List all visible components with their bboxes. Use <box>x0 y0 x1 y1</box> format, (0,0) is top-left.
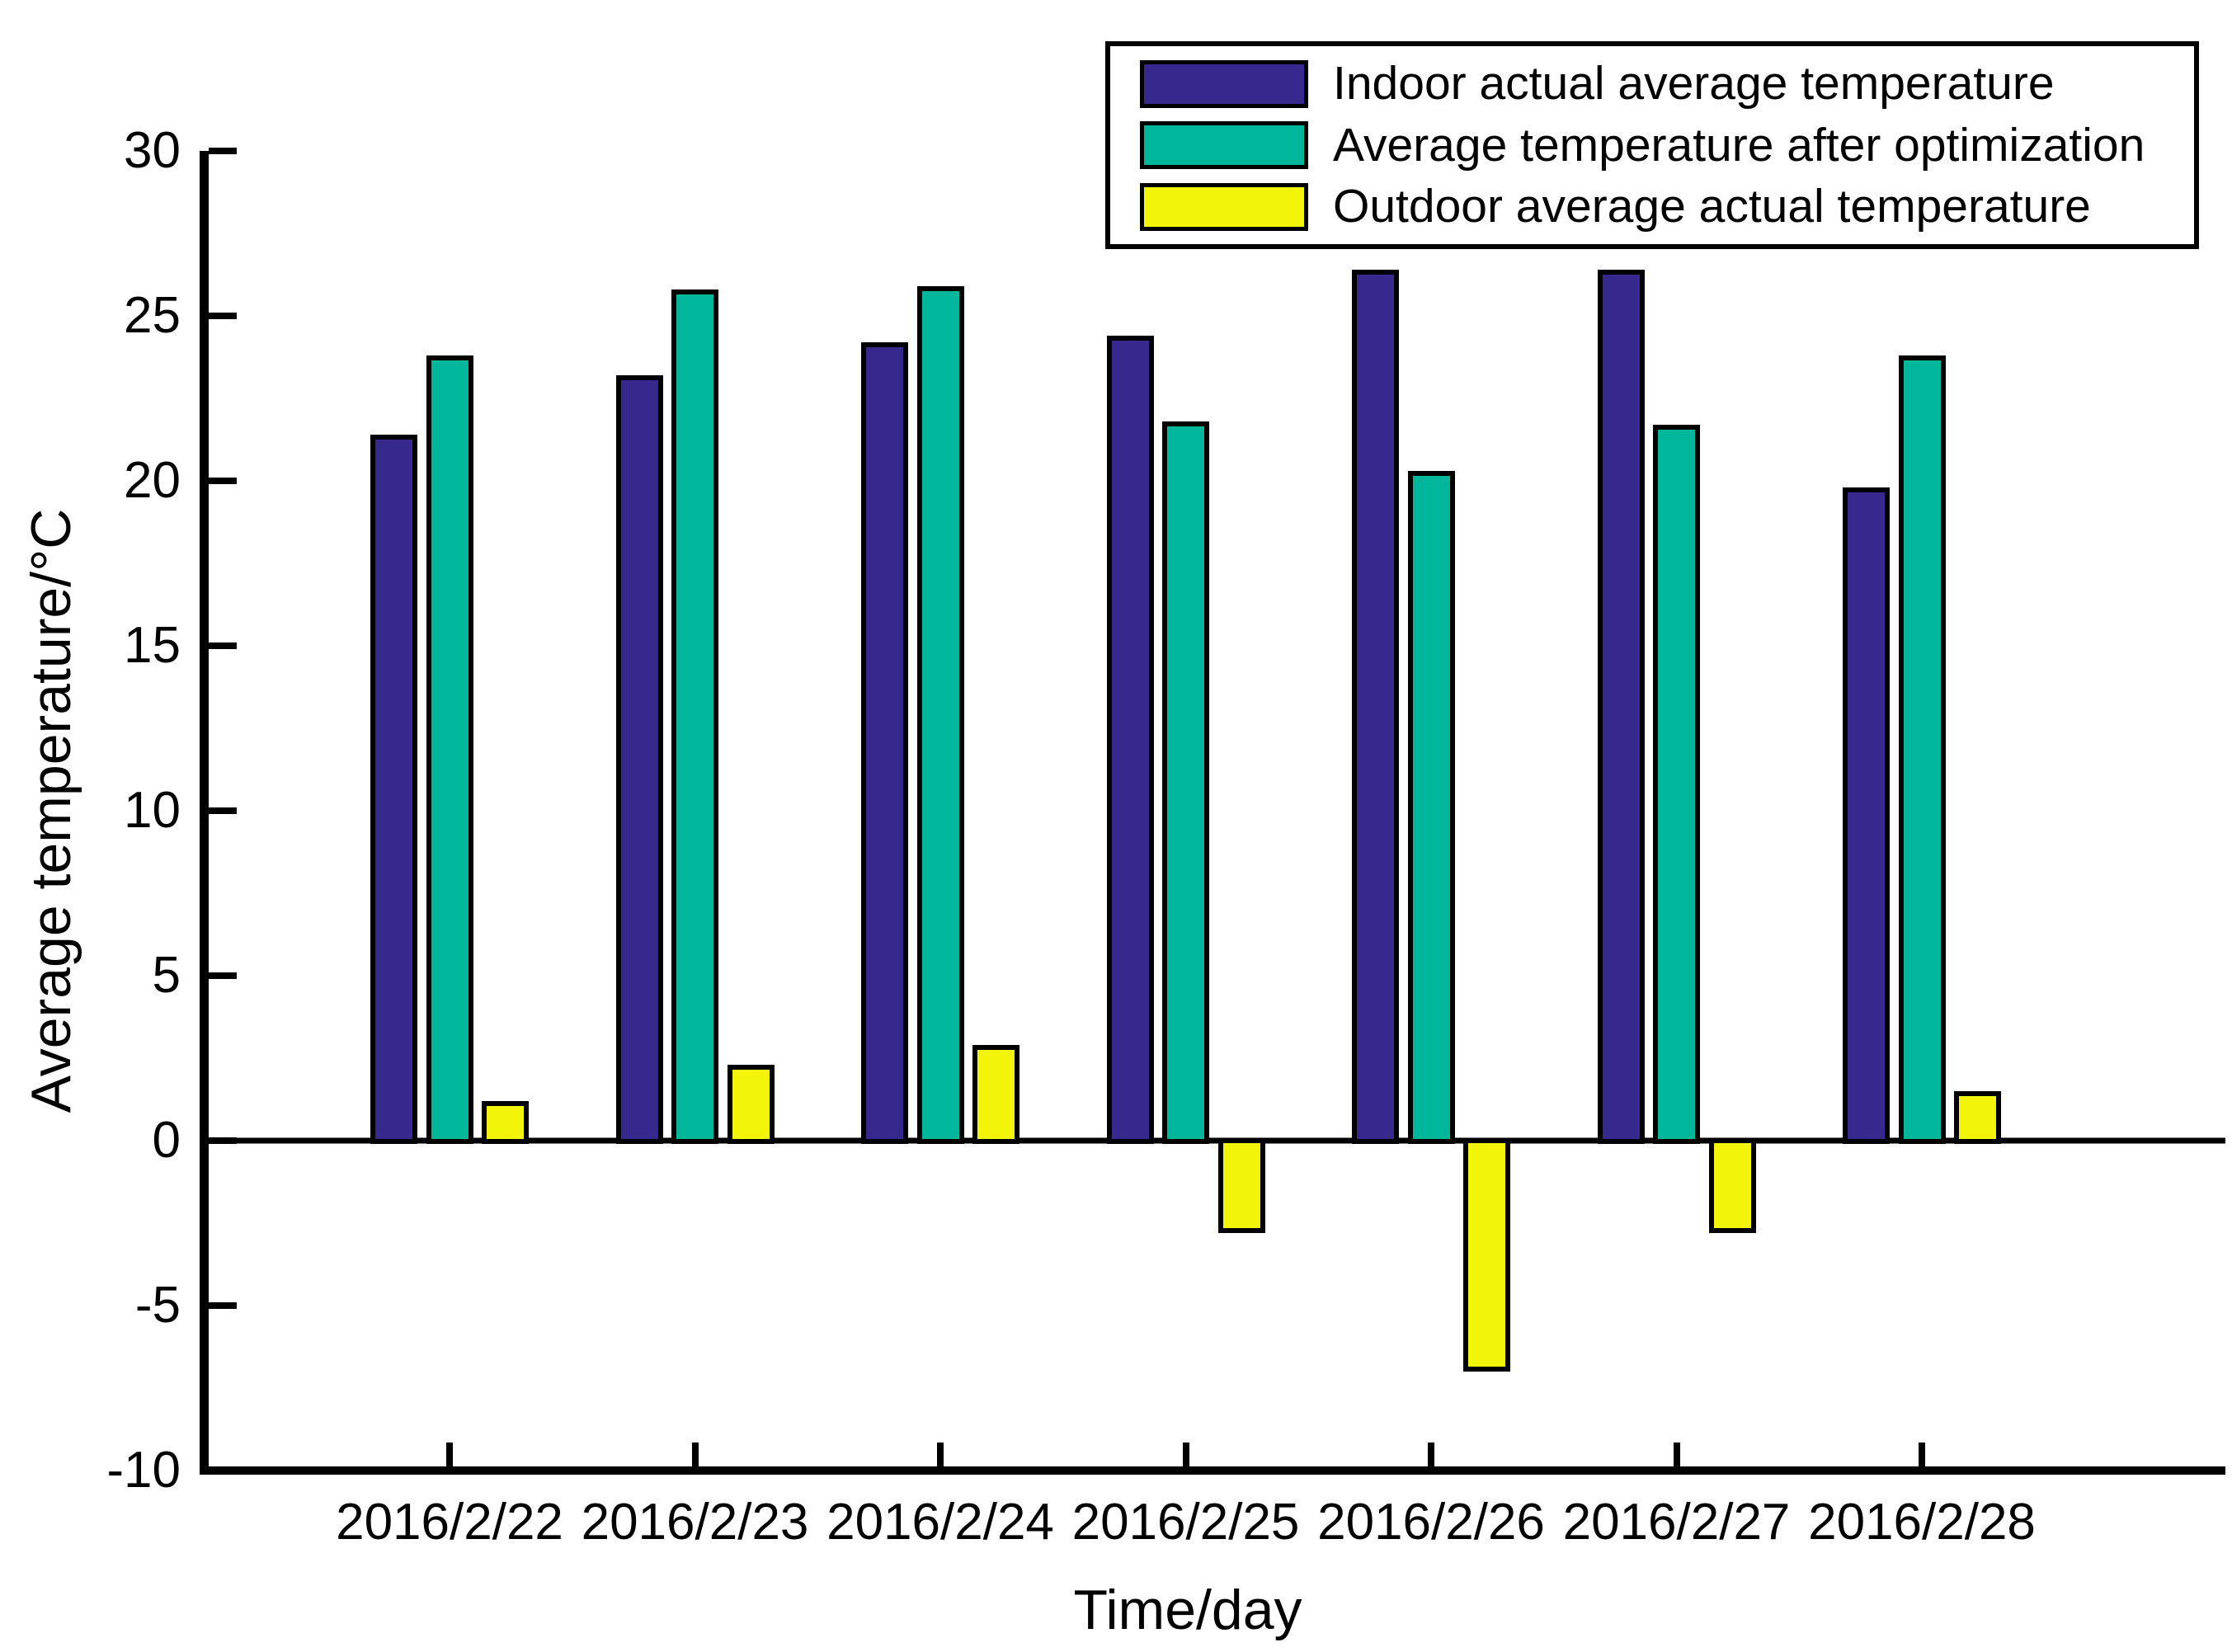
x-axis-spine <box>200 1466 2225 1475</box>
bar-outdoor-2016/2/27 <box>1708 1138 1756 1233</box>
bar-indoor-2016/2/28 <box>1843 487 1890 1144</box>
bar-indoor-2016/2/22 <box>370 435 417 1144</box>
x-tick-mark <box>1428 1443 1434 1471</box>
y-tick-label: 20 <box>124 452 181 509</box>
y-tick-label: 30 <box>124 122 181 179</box>
bar-indoor-2016/2/26 <box>1352 270 1399 1144</box>
y-tick-mark <box>209 642 237 649</box>
x-tick-label: 2016/2/23 <box>581 1494 809 1551</box>
bars-layer <box>209 151 2219 1471</box>
legend: Indoor actual average temperature Average… <box>1105 41 2199 249</box>
bar-indoor-2016/2/23 <box>615 375 663 1144</box>
x-tick-mark <box>1919 1443 1925 1471</box>
y-tick-mark <box>209 313 237 319</box>
bar-optimized-2016/2/24 <box>916 286 964 1144</box>
zero-baseline <box>209 1137 2225 1144</box>
bar-optimized-2016/2/25 <box>1162 421 1209 1144</box>
legend-label: Average temperature after optimization <box>1333 118 2145 172</box>
x-tick-label: 2016/2/26 <box>1317 1494 1545 1551</box>
x-tick-label: 2016/2/22 <box>336 1494 563 1551</box>
x-tick-mark <box>691 1443 699 1471</box>
bar-optimized-2016/2/27 <box>1653 425 1700 1144</box>
bar-outdoor-2016/2/28 <box>1954 1091 2001 1144</box>
legend-item: Outdoor average actual temperature <box>1140 180 2194 233</box>
legend-swatch <box>1140 59 1308 108</box>
y-tick-mark <box>209 972 237 979</box>
legend-swatch <box>1140 182 1308 231</box>
legend-item: Average temperature after optimization <box>1140 121 2194 169</box>
legend-swatch <box>1140 121 1308 169</box>
bar-outdoor-2016/2/26 <box>1463 1138 1510 1372</box>
y-tick-label: 15 <box>124 617 181 674</box>
y-tick-mark <box>209 1302 237 1309</box>
bar-outdoor-2016/2/23 <box>727 1065 775 1144</box>
x-tick-label: 2016/2/28 <box>1808 1494 2036 1551</box>
bar-indoor-2016/2/27 <box>1597 270 1645 1144</box>
x-tick-mark <box>1673 1443 1680 1471</box>
legend-label: Indoor actual average temperature <box>1333 57 2055 110</box>
x-axis-title: Time/day <box>1073 1579 1302 1641</box>
x-tick-mark <box>1182 1443 1189 1471</box>
plot-area: 30 25 20 15 10 5 0 -5 -10 2016/2/22 2016/2/23 2016… <box>106 125 2225 1548</box>
x-tick-mark <box>937 1443 944 1471</box>
bar-indoor-2016/2/25 <box>1106 336 1154 1144</box>
bar-optimized-2016/2/22 <box>426 355 473 1144</box>
bar-optimized-2016/2/26 <box>1407 471 1455 1144</box>
bar-outdoor-2016/2/22 <box>482 1101 529 1144</box>
y-tick-label: 25 <box>124 287 181 344</box>
legend-item: Indoor actual average temperature <box>1140 57 2194 110</box>
y-tick-mark <box>209 1467 237 1474</box>
x-tick-label: 2016/2/25 <box>1071 1494 1300 1551</box>
y-tick-label: 0 <box>152 1112 181 1169</box>
bar-indoor-2016/2/24 <box>861 342 908 1144</box>
bar-optimized-2016/2/28 <box>1898 355 1946 1144</box>
y-tick-mark <box>209 807 237 814</box>
bar-outdoor-2016/2/24 <box>972 1045 1019 1144</box>
x-tick-label: 2016/2/24 <box>826 1494 1054 1551</box>
y-tick-mark <box>209 1137 237 1144</box>
y-tick-label: 10 <box>124 782 181 839</box>
legend-label: Outdoor average actual temperature <box>1333 180 2091 233</box>
y-tick-mark <box>209 478 237 484</box>
y-tick-label: -5 <box>134 1277 181 1334</box>
y-axis-spine <box>200 151 209 1475</box>
y-tick-mark <box>209 148 237 154</box>
bar-optimized-2016/2/23 <box>671 289 718 1144</box>
y-tick-label: -10 <box>106 1442 181 1499</box>
bar-outdoor-2016/2/25 <box>1217 1138 1265 1233</box>
x-tick-label: 2016/2/27 <box>1562 1494 1791 1551</box>
x-tick-mark <box>446 1443 453 1471</box>
y-tick-label: 5 <box>152 947 181 1004</box>
